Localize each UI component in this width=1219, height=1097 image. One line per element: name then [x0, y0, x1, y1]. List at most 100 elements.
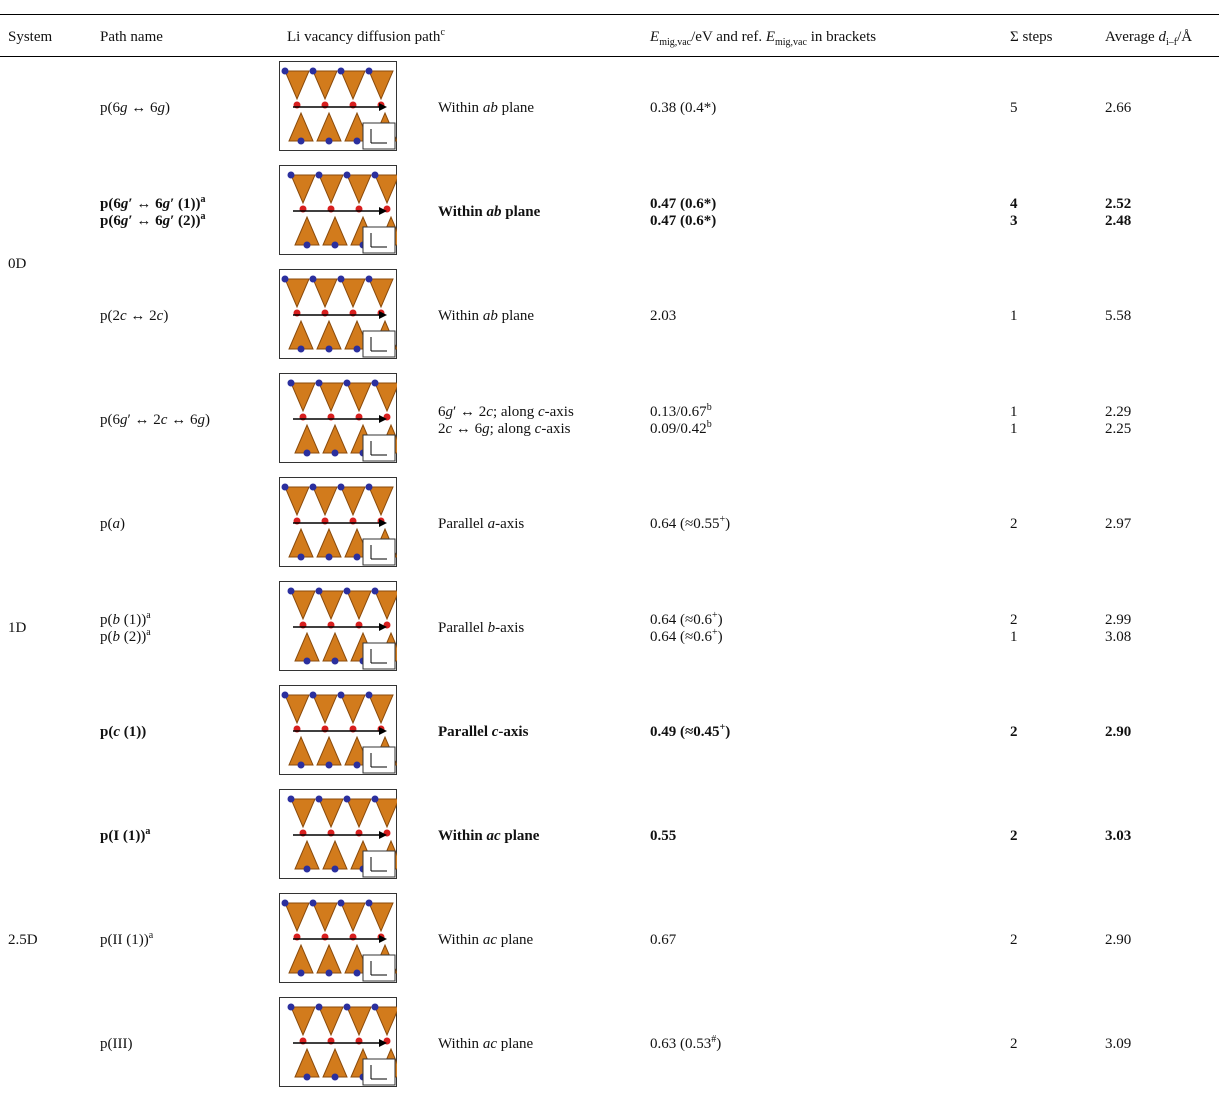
description-cell: Parallel a-axis: [430, 473, 642, 577]
italic-run: c: [491, 724, 499, 740]
cell-line: 2: [1010, 516, 1097, 533]
cell-line: 2.48: [1105, 213, 1219, 230]
icon-shape: [379, 1039, 387, 1047]
text-run: ): [725, 516, 731, 532]
description-cell: Within ab plane: [430, 265, 642, 369]
icon-shape: [340, 486, 366, 517]
text-run: plane: [500, 828, 540, 844]
text-run: plane: [496, 1036, 534, 1052]
icon-shape: [346, 798, 372, 829]
icon-shape: [374, 174, 400, 205]
icon-shape: [353, 137, 361, 145]
text-run: 0.09/0.42: [650, 420, 707, 437]
italic-run: g: [120, 100, 128, 117]
icon-shape: [370, 857, 387, 872]
icon-shape: [331, 865, 339, 873]
distance-cell: 2.66: [1097, 57, 1219, 161]
text-run: Within: [438, 828, 487, 844]
text-run: Path name: [100, 29, 163, 45]
text-run: ′ ↔ 2: [453, 403, 487, 420]
icon-shape: [343, 587, 351, 595]
table-row: p(2c ↔ 2c) Within ab plane 2.03 1 5.58: [0, 265, 1219, 369]
cell-line: 0.38 (0.4*): [650, 100, 1002, 117]
text-run: ′ ↔ 6: [128, 212, 163, 229]
structure-image: [279, 269, 398, 359]
cell-line: p(b (2))a: [100, 627, 279, 646]
sup-run: a: [148, 930, 154, 941]
cell-line: 0.47 (0.6*): [650, 196, 1002, 213]
distance-cell: 3.03: [1097, 785, 1219, 889]
text-run: (2)): [120, 628, 147, 645]
text-run: plane: [497, 100, 535, 117]
text-run: -axis: [495, 516, 525, 532]
table-row: 0D p(6g ↔ 6g) Within ab plane 0.38 (0.4*) 5 2…: [0, 57, 1219, 272]
cell-line: 3.03: [1105, 828, 1219, 845]
icon-shape: [379, 415, 387, 423]
energy-cell: 0.64 (≈0.6+) 0.64 (≈0.6+): [642, 577, 1002, 681]
text-run: ): [204, 412, 210, 428]
sup-run: #: [711, 1034, 717, 1045]
italic-run: g: [157, 100, 166, 117]
path-name-cell: p(6g′ ↔ 6g′ (1))a p(6g′ ↔ 6g′ (2))a: [92, 161, 279, 265]
table-row: p(6g′ ↔ 2c ↔ 6g) 6g′ ↔ 2c; along c-axis 2c…: [0, 369, 1219, 473]
table-row: 2.5D p(I (1))a Within ac plane 0.55 2 3.03: [0, 785, 1219, 948]
cell-line: p(b (1))a: [100, 610, 279, 629]
text-run: 6: [438, 403, 446, 420]
icon-shape: [290, 798, 316, 829]
text-run: 2.25: [1105, 420, 1132, 437]
text-run: (1)): [120, 611, 147, 628]
path-name-cell: p(II (1))a: [92, 889, 279, 993]
icon-shape: [331, 241, 339, 249]
italic-run: ab: [482, 308, 498, 324]
cell-line: 2.90: [1105, 724, 1219, 741]
text-run: 2: [1010, 1036, 1018, 1052]
structure-image: [279, 789, 404, 879]
cell-line: 0.09/0.42b: [650, 418, 1002, 438]
italic-run: g: [162, 212, 171, 229]
text-run: /eV and ref.: [691, 29, 766, 45]
cell-line: Within ab plane: [438, 204, 642, 221]
icon-shape: [290, 174, 316, 205]
icon-shape: [281, 275, 289, 283]
icon-shape: [343, 795, 351, 803]
steps-cell: 2: [1002, 681, 1097, 785]
cell-line: p(I (1))a: [100, 827, 279, 845]
image-cell: [279, 57, 430, 161]
text-run: ; along: [489, 420, 535, 437]
text-run: 2.29: [1105, 403, 1132, 420]
sup-run: b: [706, 418, 712, 430]
icon-shape: [362, 1058, 396, 1086]
icon-shape: [379, 935, 387, 943]
structure-image: [279, 61, 398, 152]
cell-line: 1: [1010, 629, 1097, 646]
icon-shape: [374, 382, 400, 413]
text-run: 3.08: [1105, 628, 1132, 645]
text-run: p(6: [100, 412, 120, 428]
sup-run: +: [712, 626, 718, 638]
icon-shape: [287, 587, 295, 595]
structure-image: [279, 165, 404, 255]
icon-shape: [337, 899, 345, 907]
icon-shape: [287, 171, 295, 179]
structure-image: [279, 893, 398, 983]
cell-line: 2c ↔ 6g; along c-axis: [438, 421, 642, 438]
text-run: p(II (1)): [100, 932, 149, 948]
cell-line: 1: [1010, 308, 1097, 325]
text-run: 0.13/0.67: [650, 403, 707, 420]
sup-run: a: [200, 193, 206, 205]
cell-line: 3.08: [1105, 629, 1219, 646]
sub-run: i–f: [1165, 37, 1178, 48]
text-run: 0.38 (0.4*): [650, 100, 717, 117]
text-run: 1: [1010, 420, 1018, 437]
icon-shape: [346, 590, 372, 621]
icon-shape: [353, 969, 361, 977]
icon-shape: [371, 1003, 379, 1011]
icon-shape: [312, 902, 338, 933]
icon-shape: [297, 969, 305, 977]
icon-shape: [331, 1073, 339, 1081]
text-run: 0.47 (0.6*): [650, 195, 717, 212]
description-cell: Parallel b-axis: [430, 577, 642, 681]
text-run: 2: [438, 420, 446, 437]
italic-run: b: [112, 611, 121, 628]
cell-line: 2: [1010, 612, 1097, 629]
